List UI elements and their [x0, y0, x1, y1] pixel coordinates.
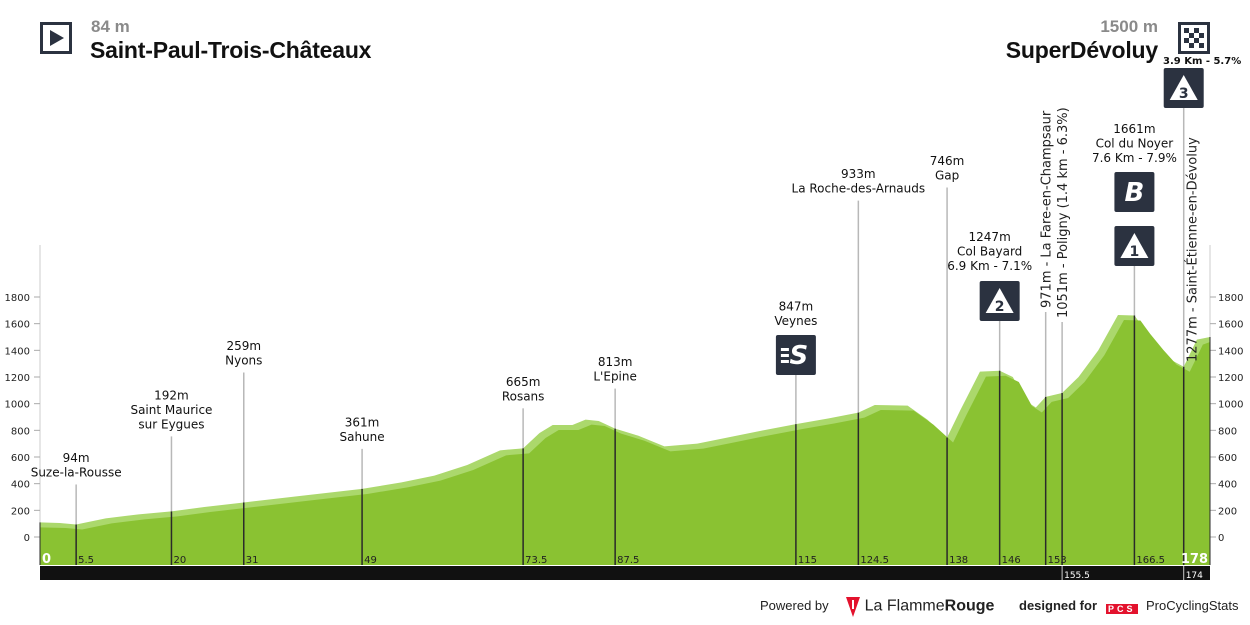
marker-label: 813m: [598, 355, 633, 369]
pcs-label: ProCyclingStats: [1146, 598, 1239, 613]
marker-label: Col Bayard: [957, 245, 1022, 259]
marker-label: 847m: [779, 300, 814, 314]
y-tick-label-right: 200: [1218, 506, 1237, 517]
vertical-marker-label: 971m - La Fare-en-Champsaur: [1040, 110, 1055, 308]
marker-label: 1661m: [1113, 122, 1155, 136]
marker-label: 94m: [63, 451, 90, 465]
checkered-flag-icon: [1178, 22, 1210, 54]
climb-cat-3-icon-label: 3: [1179, 86, 1189, 102]
km-label: 20: [173, 555, 186, 566]
marker-label: 361m: [345, 415, 380, 429]
y-tick-label-right: 1600: [1218, 320, 1243, 331]
climb-cat-1-icon-triangle: [1120, 233, 1149, 258]
marker-label: 192m: [154, 388, 189, 402]
km-bar-label: 155.5: [1064, 571, 1090, 581]
marker-label: Saint Maurice: [130, 403, 212, 417]
profile-area: [40, 320, 1210, 565]
pcs-logo: PCS: [1106, 600, 1138, 615]
sprint-stripe: [780, 360, 789, 363]
marker-label: Suze-la-Rousse: [31, 465, 122, 479]
y-tick-label-right: 800: [1218, 426, 1237, 437]
marker-label: Gap: [935, 169, 959, 183]
start-elevation: 84 m: [91, 17, 130, 36]
marker-label: Nyons: [225, 353, 262, 367]
y-tick-label-left: 400: [11, 480, 30, 491]
km-bar: [40, 566, 1210, 580]
y-tick-label-left: 800: [11, 426, 30, 437]
marker-label: sur Eygues: [138, 417, 204, 431]
marker-label: 259m: [226, 339, 261, 353]
y-tick-label-right: 0: [1218, 533, 1224, 544]
climb-cat-3-icon-triangle: [1169, 75, 1198, 100]
y-tick-label-right: 1800: [1218, 293, 1243, 304]
marker-label: Rosans: [502, 389, 545, 403]
climb-cat-2-icon-triangle: [985, 288, 1014, 313]
lfr-text-b: Rouge: [944, 597, 995, 615]
powered-by-label: Powered by: [760, 598, 829, 613]
y-tick-label-right: 400: [1218, 480, 1237, 491]
y-tick-label-left: 1800: [5, 293, 30, 304]
km-label: 73.5: [525, 555, 547, 566]
finish-city: SuperDévoluy: [1005, 37, 1158, 63]
pcs-logo-text: PCS: [1106, 604, 1138, 614]
flame-rouge-icon: [846, 597, 860, 617]
sprint-stripe: [780, 354, 789, 357]
km-label: 146: [1002, 555, 1021, 566]
km-label: 178: [1181, 552, 1208, 567]
marker-label: La Roche-des-Arnauds: [792, 182, 926, 196]
km-label: 138: [949, 555, 968, 566]
y-tick-label-right: 1000: [1218, 400, 1243, 411]
km-bar-label: 174: [1186, 571, 1203, 581]
start-city: Saint-Paul-Trois-Châteaux: [90, 37, 372, 63]
km-label: 49: [364, 555, 377, 566]
marker-label: Veynes: [774, 314, 817, 328]
y-tick-label-right: 600: [1218, 453, 1237, 464]
km-label: 115: [798, 555, 817, 566]
marker-label: Sahune: [339, 430, 384, 444]
sprint-icon: [775, 335, 816, 375]
lfr-logo: La FlammeRouge: [845, 596, 994, 618]
sprint-stripe: [780, 348, 789, 351]
vertical-marker-label: 1051m - Poligny (1.4 km - 6.3%): [1056, 107, 1071, 318]
designed-for-label: designed for: [1019, 598, 1098, 613]
sprint-icon-label: S: [790, 341, 809, 371]
marker-label: 1247m: [969, 230, 1011, 244]
marker-label: 7.6 Km - 7.9%: [1092, 151, 1177, 165]
climb-cat-1-icon-label: 1: [1130, 244, 1140, 260]
y-tick-label-left: 1400: [5, 346, 30, 357]
km-label: 166.5: [1136, 555, 1165, 566]
y-tick-label-right: 1400: [1218, 346, 1243, 357]
y-tick-label-left: 0: [24, 533, 30, 544]
y-tick-label-left: 1000: [5, 400, 30, 411]
bonus-icon-label: B: [1124, 178, 1144, 208]
marker-label: 665m: [506, 375, 541, 389]
marker-label: L'Epine: [593, 370, 637, 384]
km-label: 31: [246, 555, 259, 566]
bonus-icon: [1114, 172, 1155, 212]
marker-label: 933m: [841, 167, 876, 181]
y-tick-label-left: 600: [11, 453, 30, 464]
marker-label: 746m: [930, 154, 965, 168]
marker-label: Col du Noyer: [1096, 137, 1174, 151]
km-label: 124.5: [860, 555, 889, 566]
lfr-text-a: La Flamme: [864, 597, 945, 615]
km-label: 87.5: [617, 555, 639, 566]
y-tick-label-right: 1200: [1218, 373, 1243, 384]
vertical-marker-label: 1277m - Saint-Étienne-en-Dévoluy: [1185, 137, 1201, 362]
km-label: 5.5: [78, 555, 94, 566]
y-tick-label-left: 1200: [5, 373, 30, 384]
marker-label: 6.9 Km - 7.1%: [947, 259, 1032, 273]
start-icon: [40, 22, 72, 54]
km-label: 0: [42, 552, 51, 567]
climb-cat-2-icon-label: 2: [995, 299, 1005, 315]
km-label: 153: [1048, 555, 1067, 566]
finish-elevation: 1500 m: [1100, 17, 1158, 36]
y-tick-label-left: 200: [11, 506, 30, 517]
climb-stats-label: 3.9 Km - 5.7%: [1163, 56, 1241, 67]
y-tick-label-left: 1600: [5, 320, 30, 331]
